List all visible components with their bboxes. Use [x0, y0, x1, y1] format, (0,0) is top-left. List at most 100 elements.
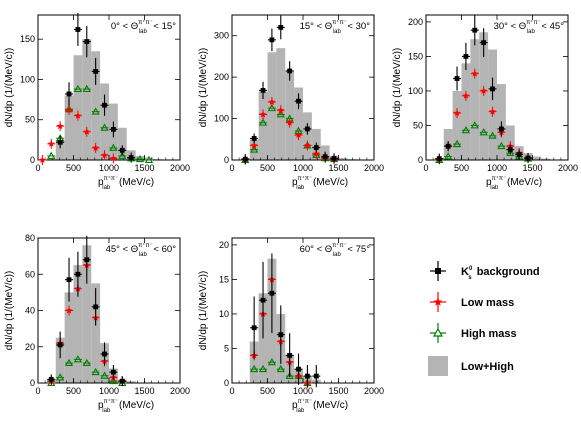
x-tick-label: 1500: [134, 163, 154, 173]
low-mass-point: [312, 150, 320, 157]
x-axis-label: pπ⁺π⁻ lab (MeV/c): [292, 175, 348, 191]
sum-bar: [479, 32, 489, 161]
high-mass-point: [479, 128, 488, 136]
x-tick-label: 0: [35, 163, 40, 173]
panel-1: 0 500 1000 1500 2000 0 50 100 150 dN/dp (1/(MeV/c…: [4, 13, 190, 191]
ks-point: [305, 373, 310, 379]
y-tick-label: 0: [418, 155, 423, 165]
low-mass-point: [277, 106, 285, 114]
low-mass-point: [56, 122, 64, 130]
high-mass-point: [276, 110, 285, 118]
sum-bar: [64, 292, 74, 383]
ks-point: [516, 152, 522, 157]
high-mass-point: [452, 139, 462, 148]
x-tick-label: 0: [229, 163, 234, 173]
sum-bar: [276, 48, 286, 161]
x-tick-label: 500: [260, 163, 275, 173]
y-tick-label: 40: [25, 306, 35, 316]
ks-point: [313, 145, 319, 150]
sum-bar: [46, 158, 56, 160]
sum-bar: [488, 49, 497, 160]
low-mass-point: [471, 70, 479, 77]
high-mass-point: [109, 376, 118, 385]
y-tick-label: 0: [224, 155, 229, 165]
y-tick-label: 50: [25, 115, 35, 125]
x-axis-label: pπ⁺π⁻ lab (MeV/c): [486, 175, 542, 191]
x-tick-label: 2000: [364, 386, 384, 396]
legend-item-low: Low mass: [430, 292, 514, 312]
x-tick-label: 500: [260, 386, 275, 396]
high-mass-point: [100, 371, 109, 379]
high-mass-point: [258, 118, 268, 126]
legend-sum-swatch: [428, 356, 448, 376]
ks-point: [445, 143, 451, 149]
ks-point: [119, 378, 125, 384]
panel-2: 0 500 1000 1500 2000 0 100 200 300 dN/dp (1/(MeV/…: [198, 14, 384, 191]
y-tick-label: 20: [219, 240, 229, 250]
ks-point: [84, 39, 90, 44]
high-mass-point: [73, 355, 83, 363]
x-tick-label: 500: [66, 386, 81, 396]
high-mass-point: [250, 145, 259, 153]
ks-point: [75, 27, 81, 32]
ks-point: [260, 297, 266, 303]
high-mass-point: [47, 151, 56, 159]
low-mass-point: [489, 108, 496, 115]
y-tick-label: 0: [30, 155, 35, 165]
sum-bar: [294, 87, 303, 160]
ks-point: [269, 290, 275, 296]
low-mass-point: [74, 112, 82, 119]
sum-bar: [541, 158, 551, 160]
angle-cut-label: 30° < Θπ⁺π⁻ lab < 45°: [494, 19, 565, 35]
low-mass-point: [303, 141, 311, 149]
sum-bar: [303, 112, 312, 160]
low-mass-point: [65, 106, 73, 113]
sum-bar: [91, 283, 101, 383]
y-tick-label: 300: [214, 31, 229, 41]
angle-cut-label: 60° < Θπ⁺π⁻ lab < 75°: [300, 242, 371, 258]
angle-cut-label: 15° < Θπ⁺π⁻ lab < 30°: [300, 19, 371, 35]
y-tick-label: 10: [219, 309, 229, 319]
high-mass-point: [267, 103, 277, 112]
ks-point: [48, 376, 54, 382]
legend: K0 s background Low mass High mass Low+High: [428, 261, 540, 376]
y-axis-label: dN/dp (1/(MeV/c)): [4, 271, 15, 350]
low-mass-point: [462, 92, 470, 99]
legend-item-ks: K0 s background: [430, 261, 540, 281]
x-tick-label: 2000: [170, 386, 190, 396]
ks-point: [128, 155, 134, 160]
sum-bar: [64, 95, 74, 160]
ks-point: [84, 257, 90, 263]
high-mass-point: [285, 371, 294, 380]
ks-point: [296, 366, 301, 372]
ks-point: [242, 156, 248, 162]
x-tick-label: 1500: [522, 163, 542, 173]
high-mass-point: [56, 373, 65, 381]
ks-point: [490, 86, 495, 92]
x-axis-label: pπ⁺π⁻ lab (MeV/c): [98, 175, 154, 191]
y-tick-label: 60: [25, 269, 35, 279]
sum-bar: [470, 39, 480, 160]
x-tick-label: 2000: [364, 163, 384, 173]
legend-label: Low+High: [461, 361, 514, 373]
panel-4: 0 500 1000 1500 2000 0 20 40 60 80 dN/dp (1/(MeV/c…: [4, 233, 190, 414]
low-mass-point: [92, 144, 100, 151]
high-mass-point: [109, 143, 118, 151]
legend-item-sum: Low+High: [428, 356, 514, 376]
legend-ks-marker: [435, 268, 441, 274]
high-mass-point: [82, 358, 91, 367]
ks-point: [75, 271, 81, 277]
sum-bar: [144, 157, 154, 160]
x-tick-label: 1000: [487, 163, 507, 173]
x-tick-label: 2000: [170, 163, 190, 173]
ks-point: [278, 332, 284, 338]
ks-point: [313, 373, 319, 379]
low-mass-point: [38, 156, 46, 163]
x-tick-label: 0: [423, 163, 428, 173]
y-tick-label: 150: [20, 34, 35, 44]
low-mass-point: [295, 131, 302, 139]
sum-bar: [82, 245, 92, 383]
x-axis-label: pπ⁺π⁻ lab (MeV/c): [292, 398, 348, 414]
x-tick-label: 1000: [293, 386, 313, 396]
ks-point: [93, 304, 99, 310]
